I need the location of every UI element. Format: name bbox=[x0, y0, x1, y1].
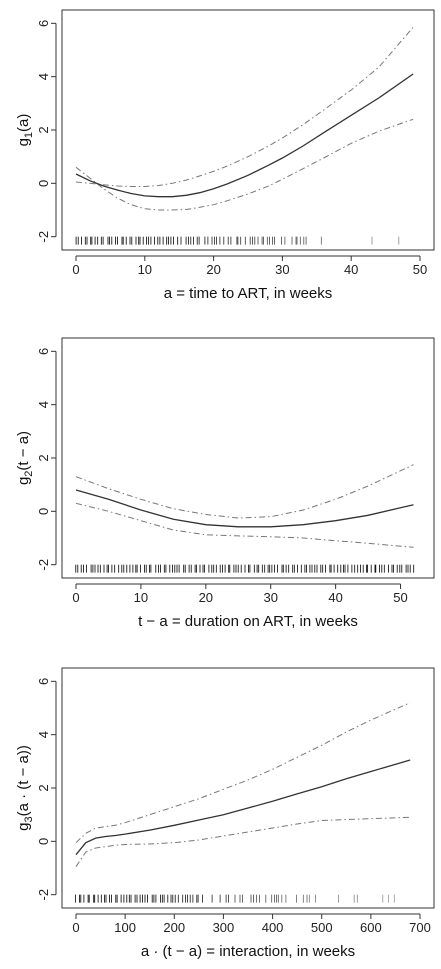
y-tick-label: 0 bbox=[36, 508, 51, 515]
x-tick-label: 20 bbox=[199, 590, 213, 605]
estimate-line bbox=[75, 759, 411, 856]
y-axis-label-arg: (a · (t − a)) bbox=[15, 745, 32, 816]
upper-band-line bbox=[75, 702, 411, 844]
rug-group bbox=[75, 894, 395, 903]
lower-band-line bbox=[75, 502, 414, 548]
y-axis-label: g2(t − a) bbox=[15, 431, 35, 485]
y-tick-label: -2 bbox=[36, 231, 51, 243]
y-tick-label: 0 bbox=[36, 180, 51, 187]
upper-band-line bbox=[75, 464, 414, 519]
x-tick-label: 200 bbox=[163, 920, 185, 935]
y-axis-label: g3(a · (t − a)) bbox=[15, 745, 35, 831]
confidence-band-group bbox=[75, 464, 414, 548]
x-tick-label: 40 bbox=[344, 262, 358, 277]
y-axis-label-sub: 3 bbox=[23, 816, 35, 822]
x-tick-label: 10 bbox=[138, 262, 152, 277]
y-axis-label-base: g bbox=[15, 138, 32, 146]
y-tick-label: 4 bbox=[36, 73, 51, 80]
panel-2: 0 10 20 30 40 50 -2 0 2 4 6 t − a = duration on A… bbox=[15, 337, 435, 630]
y-axis-label-sub: 2 bbox=[23, 471, 35, 477]
estimate-line bbox=[75, 489, 414, 528]
estimate-group bbox=[75, 489, 414, 528]
confidence-band-group bbox=[75, 26, 414, 211]
x-tick-label: 20 bbox=[206, 262, 220, 277]
panel-1: 0 10 20 30 40 50 -2 0 2 4 6 a = time to ART, in w… bbox=[15, 9, 435, 302]
x-tick-label: 400 bbox=[262, 920, 284, 935]
x-tick-label: 30 bbox=[263, 590, 277, 605]
x-tick-label: 600 bbox=[360, 920, 382, 935]
lower-band-line bbox=[75, 816, 411, 867]
y-tick-label: 2 bbox=[36, 784, 51, 791]
plot-frame bbox=[61, 9, 435, 251]
estimate-line bbox=[75, 73, 414, 198]
lower-band-line bbox=[75, 118, 414, 211]
y-tick-label: 6 bbox=[36, 678, 51, 685]
y-tick-label: 4 bbox=[36, 731, 51, 738]
x-axis: 0 10 20 30 40 50 bbox=[72, 255, 427, 277]
upper-band-line bbox=[75, 26, 414, 187]
y-tick-label: 2 bbox=[36, 126, 51, 133]
y-axis: -2 0 2 4 6 bbox=[36, 678, 57, 901]
x-axis: 0 100 200 300 400 500 600 700 bbox=[72, 913, 431, 935]
y-axis-label-sub: 1 bbox=[23, 132, 35, 138]
x-axis-label: a · (t − a) = interaction, in weeks bbox=[141, 943, 355, 960]
y-axis-label-base: g bbox=[15, 823, 32, 831]
plot-frame bbox=[61, 337, 435, 579]
rug-group bbox=[75, 564, 415, 573]
rug-group bbox=[75, 236, 400, 245]
y-axis-label-arg: (a) bbox=[15, 114, 32, 132]
y-tick-label: 4 bbox=[36, 401, 51, 408]
y-axis-label: g1(a) bbox=[15, 114, 35, 147]
y-tick-label: 6 bbox=[36, 348, 51, 355]
x-axis-label: a = time to ART, in weeks bbox=[164, 285, 333, 302]
y-tick-label: -2 bbox=[36, 559, 51, 571]
y-tick-label: -2 bbox=[36, 889, 51, 901]
x-tick-label: 50 bbox=[393, 590, 407, 605]
y-tick-label: 6 bbox=[36, 20, 51, 27]
y-axis: -2 0 2 4 6 bbox=[36, 348, 57, 571]
x-tick-label: 10 bbox=[134, 590, 148, 605]
estimate-group bbox=[75, 759, 411, 856]
x-axis-label: t − a = duration on ART, in weeks bbox=[138, 613, 358, 630]
confidence-band-group bbox=[75, 702, 411, 867]
x-tick-label: 30 bbox=[275, 262, 289, 277]
x-tick-label: 100 bbox=[114, 920, 136, 935]
y-tick-label: 2 bbox=[36, 454, 51, 461]
x-tick-label: 0 bbox=[72, 590, 79, 605]
x-axis: 0 10 20 30 40 50 bbox=[72, 583, 408, 605]
y-tick-label: 0 bbox=[36, 838, 51, 845]
panel-3: 0 100 200 300 400 500 600 700 -2 0 2 4 6 a · (t − a… bbox=[15, 667, 435, 960]
x-tick-label: 0 bbox=[72, 262, 79, 277]
y-axis: -2 0 2 4 6 bbox=[36, 20, 57, 243]
estimate-group bbox=[75, 73, 414, 198]
y-axis-label-base: g bbox=[15, 477, 32, 485]
y-axis-label-arg: (t − a) bbox=[15, 431, 32, 471]
x-tick-label: 700 bbox=[409, 920, 431, 935]
x-tick-label: 300 bbox=[213, 920, 235, 935]
x-tick-label: 50 bbox=[413, 262, 427, 277]
plot-frame bbox=[61, 667, 435, 909]
x-tick-label: 40 bbox=[328, 590, 342, 605]
x-tick-label: 500 bbox=[311, 920, 333, 935]
x-tick-label: 0 bbox=[72, 920, 79, 935]
